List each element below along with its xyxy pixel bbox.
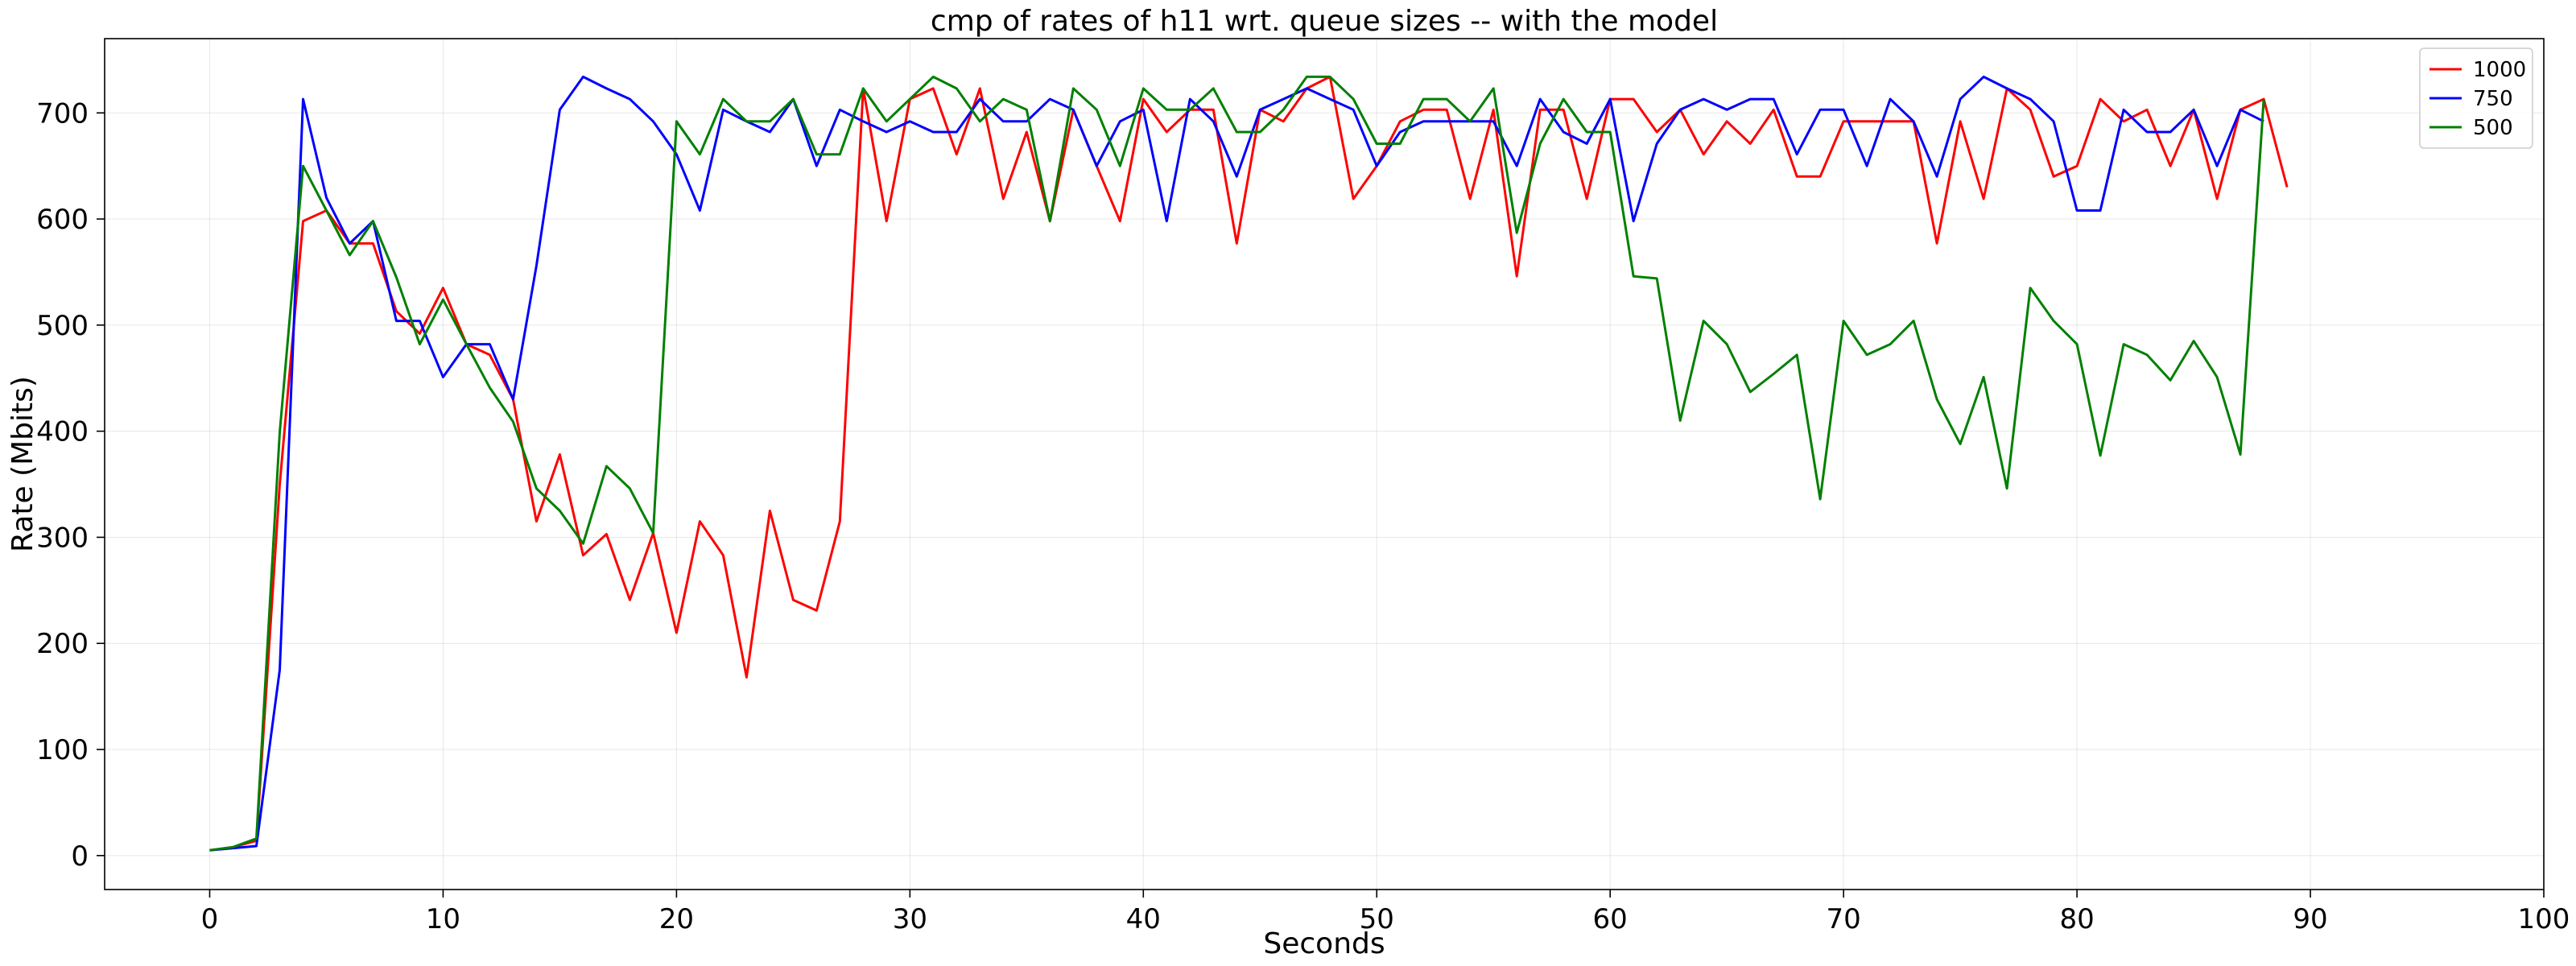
- series-lines: [209, 75, 2289, 852]
- y-tick-label: 0: [71, 840, 89, 873]
- x-tick-label: 20: [659, 903, 694, 935]
- x-tick-label: 0: [201, 903, 219, 935]
- y-tick-label: 200: [36, 628, 89, 660]
- x-tick-label: 80: [2059, 903, 2094, 935]
- x-axis-ticks: 0 10 20 30 40 50 60 70 80 90 100: [201, 890, 2570, 935]
- legend-box: [2419, 47, 2533, 149]
- y-tick-label: 700: [36, 97, 89, 130]
- series-line-1000: [209, 75, 2289, 852]
- grid: [105, 39, 2545, 890]
- legend: 1000 750 500: [2419, 47, 2533, 149]
- chart-title: cmp of rates of h11 wrt. queue sizes -- …: [931, 5, 1718, 38]
- series-line-500: [209, 75, 2265, 852]
- y-axis-ticks: 0 100 200 300 400 500 600 700: [36, 97, 105, 873]
- x-tick-label: 70: [1827, 903, 1861, 935]
- y-tick-label: 600: [36, 204, 89, 236]
- y-axis-label: Rate (Mbits): [6, 376, 39, 552]
- series-line-750: [209, 75, 2264, 852]
- y-tick-label: 300: [36, 522, 89, 554]
- x-tick-label: 40: [1126, 903, 1161, 935]
- x-axis-label: Seconds: [1263, 927, 1385, 960]
- x-tick-label: 100: [2518, 903, 2570, 935]
- x-tick-label: 10: [426, 903, 460, 935]
- y-tick-label: 500: [36, 310, 89, 342]
- x-tick-label: 60: [1593, 903, 1628, 935]
- x-tick-label: 50: [1360, 903, 1394, 935]
- x-tick-label: 30: [893, 903, 927, 935]
- x-tick-label: 90: [2293, 903, 2327, 935]
- legend-label-1000: 1000: [2473, 58, 2526, 82]
- plot-frame: [104, 38, 2545, 890]
- legend-label-750: 750: [2473, 87, 2513, 111]
- legend-label-500: 500: [2473, 116, 2513, 140]
- y-tick-label: 100: [36, 734, 89, 766]
- y-tick-label: 400: [36, 416, 89, 448]
